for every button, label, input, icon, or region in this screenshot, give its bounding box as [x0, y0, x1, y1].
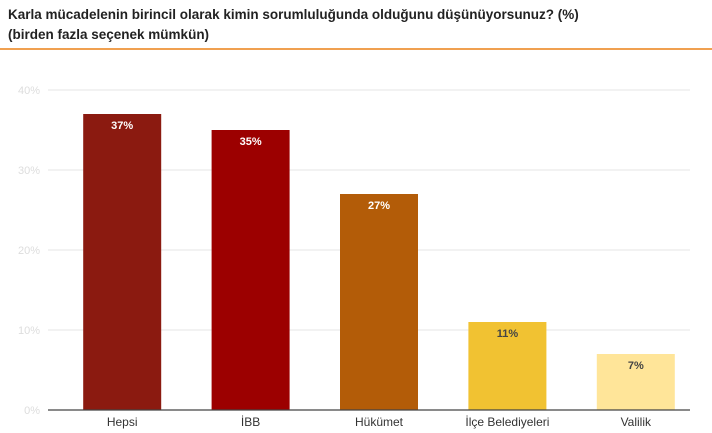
category-label: Valilik — [621, 415, 652, 429]
data-label: 27% — [368, 200, 390, 212]
category-label: İBB — [241, 415, 260, 429]
category-label: Hepsi — [107, 415, 138, 429]
bar-5 — [596, 354, 675, 410]
title-divider — [0, 48, 712, 50]
chart-title: Karla mücadelenin birincil olarak kimin … — [8, 5, 708, 45]
bar-1 — [83, 114, 162, 410]
chart-title-line-2: (birden fazla seçenek mümkün) — [8, 27, 210, 42]
data-label: 7% — [628, 360, 644, 372]
data-label: 11% — [497, 328, 519, 340]
category-label: İlçe Belediyeleri — [465, 415, 549, 429]
y-tick-label: 0% — [24, 405, 40, 417]
y-tick-label: 20% — [18, 245, 40, 257]
data-label: 37% — [111, 120, 133, 132]
y-tick-label: 10% — [18, 325, 40, 337]
y-tick-label: 30% — [18, 165, 40, 177]
chart-title-line-1: Karla mücadelenin birincil olarak kimin … — [8, 7, 579, 22]
bar-2 — [211, 130, 290, 410]
y-tick-label: 40% — [18, 85, 40, 97]
category-label: Hükümet — [355, 415, 404, 429]
data-label: 35% — [240, 136, 262, 148]
bar-4 — [468, 322, 547, 410]
bar-3 — [340, 194, 418, 410]
